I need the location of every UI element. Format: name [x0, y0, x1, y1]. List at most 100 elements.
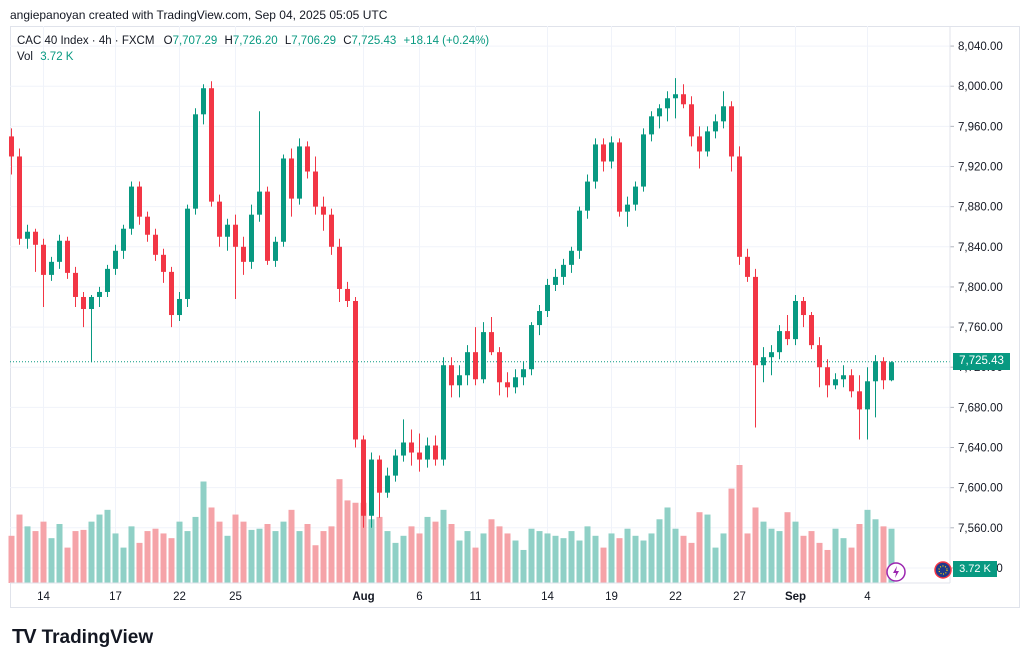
chart-legend: CAC 40 Index · 4h · FXCM O7,707.29 H7,72… — [17, 33, 493, 65]
price-tick-label: 7,800.00 — [958, 282, 1003, 294]
candle-body — [113, 250, 118, 269]
candle-body — [313, 171, 318, 207]
time-tick-label: 22 — [669, 591, 682, 603]
time-tick-label: 25 — [229, 591, 242, 603]
time-tick-label: 27 — [733, 591, 746, 603]
candle — [481, 322, 486, 384]
candle-body — [825, 367, 830, 386]
volume-bar — [152, 528, 159, 583]
candle-body — [425, 445, 430, 460]
candle-body — [369, 459, 374, 516]
volume-bar — [120, 547, 127, 583]
candle — [441, 357, 446, 466]
candle-body — [225, 224, 230, 237]
candle-body — [577, 210, 582, 251]
volume-tag: 3.72 K — [953, 561, 997, 577]
candle — [433, 435, 438, 466]
eu-flag-icon — [934, 561, 952, 579]
candle — [521, 361, 526, 386]
price-tick-label: 7,680.00 — [958, 402, 1003, 414]
volume-bar — [168, 538, 175, 583]
candle-body — [361, 439, 366, 516]
price-tick-label: 7,920.00 — [958, 162, 1003, 174]
volume-bar — [392, 542, 399, 583]
candle-body — [617, 142, 622, 212]
candle — [297, 138, 302, 205]
candle — [9, 128, 14, 175]
legend-symbol: CAC 40 Index · 4h · FXCM — [17, 35, 155, 47]
volume-bar — [552, 535, 559, 583]
candle-body — [185, 208, 190, 299]
time-tick-label: 4 — [864, 591, 871, 603]
volume-bar — [440, 509, 447, 583]
candle — [753, 268, 758, 428]
candle-body — [121, 228, 126, 251]
candle — [345, 281, 350, 308]
candle — [761, 347, 766, 383]
candle — [737, 146, 742, 265]
volume-bar — [176, 521, 183, 583]
candle — [401, 419, 406, 462]
candle — [41, 238, 46, 308]
candle — [257, 111, 262, 222]
tradingview-logo[interactable]: TV TradingView — [12, 626, 153, 649]
candle-body — [217, 201, 222, 237]
lightning-icon[interactable] — [886, 562, 906, 582]
candle-body — [145, 216, 150, 235]
candle — [729, 101, 734, 172]
price-axis[interactable]: 7,520.007,560.007,600.007,640.007,680.00… — [949, 26, 1003, 583]
time-axis[interactable]: 14 17 22 25 Aug 6 11 14 19 22 27 Sep 4 — [10, 582, 950, 603]
candle-body — [537, 311, 542, 326]
volume-bar — [848, 547, 855, 583]
volume-bar — [24, 526, 31, 583]
candle — [313, 156, 318, 215]
volume-bar — [464, 531, 471, 583]
time-tick-label: 14 — [37, 591, 50, 603]
candle-body — [881, 361, 886, 381]
candle — [409, 429, 414, 466]
candle — [817, 337, 822, 388]
candle-body — [849, 375, 854, 392]
time-tick-label: 22 — [173, 591, 186, 603]
candle-body — [545, 284, 550, 312]
time-tick-label: Sep — [785, 591, 806, 603]
candle-body — [721, 106, 726, 122]
candle-body — [681, 94, 686, 105]
candle — [169, 266, 174, 328]
candle-body — [489, 332, 494, 353]
candle — [849, 369, 854, 398]
volume-bar — [648, 533, 655, 583]
candle — [537, 305, 542, 336]
candle-body — [873, 361, 878, 382]
candle-body — [625, 204, 630, 212]
candle-body — [601, 144, 606, 162]
candle — [889, 361, 894, 382]
volume-bar — [712, 547, 719, 583]
time-tick-label: 6 — [416, 591, 422, 603]
volume-bar — [808, 531, 815, 583]
candle-body — [761, 357, 766, 366]
candle — [689, 96, 694, 147]
candle — [577, 206, 582, 259]
candle-body — [449, 365, 454, 386]
candle — [361, 435, 366, 528]
volume-bar — [480, 533, 487, 583]
candle — [465, 345, 470, 386]
volume-bar — [104, 509, 111, 583]
candle-body — [153, 234, 158, 255]
candle-body — [409, 442, 414, 453]
candle-body — [129, 186, 134, 229]
volume-bar — [320, 531, 327, 583]
legend-change-value: +18.14 (+0.24%) — [403, 35, 490, 47]
candle-body — [297, 146, 302, 199]
candle — [705, 126, 710, 157]
candle-body — [137, 186, 142, 217]
candle-body — [529, 325, 534, 370]
candle — [217, 194, 222, 247]
volume-bar — [272, 531, 279, 583]
volume-bar — [632, 535, 639, 583]
candle-body — [177, 298, 182, 316]
volume-bar — [864, 509, 871, 583]
candle — [225, 218, 230, 251]
